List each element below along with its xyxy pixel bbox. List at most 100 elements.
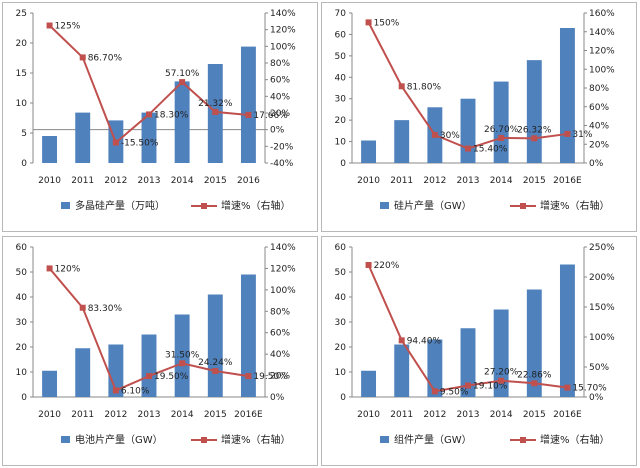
chart1-growth-point bbox=[531, 135, 538, 142]
chart3-growth-point bbox=[431, 388, 438, 395]
chart2-bar bbox=[207, 294, 223, 397]
chart3-bar bbox=[526, 289, 542, 397]
chart2-category-label: 2010 bbox=[38, 410, 61, 420]
chart2-category-label: 2015 bbox=[204, 410, 227, 420]
chart0-growth-point bbox=[179, 79, 186, 86]
chart2-left-tick-label: 30 bbox=[16, 318, 28, 328]
chart0-legend-bar-label: 多晶硅产量（万吨） bbox=[75, 199, 165, 212]
chart1-category-label: 2013 bbox=[457, 176, 480, 186]
chart2-growth-point bbox=[112, 387, 119, 394]
chart0-left-tick-label: 10 bbox=[16, 99, 28, 109]
chart3-bar bbox=[460, 328, 476, 397]
chart1-category-label: 2012 bbox=[423, 176, 446, 186]
chart1-growth-point bbox=[564, 130, 571, 137]
chart1-category-label: 2011 bbox=[390, 176, 413, 186]
chart0-growth-data-label: -15.50% bbox=[121, 139, 159, 149]
chart2-bar bbox=[174, 314, 190, 397]
chart2-bar bbox=[141, 334, 157, 397]
chart0-category-label: 2013 bbox=[138, 176, 161, 186]
chart0-right-tick-label: 20% bbox=[270, 109, 290, 119]
chart2-category-label: 2016E bbox=[234, 410, 263, 420]
chart0-left-tick-label: 5 bbox=[21, 129, 27, 139]
chart2-left-tick-label: 20 bbox=[16, 343, 28, 353]
chart1-right-tick-label: 140% bbox=[589, 28, 615, 38]
chart3-bar bbox=[559, 264, 575, 397]
chart2-growth-data-label: 6.10% bbox=[121, 386, 150, 396]
chart3-right-tick-label: 50% bbox=[589, 363, 609, 373]
chart1-growth-data-label: 81.80% bbox=[407, 82, 442, 92]
chart3-growth-data-label: 15.70% bbox=[572, 384, 607, 394]
chart1-growth-data-label: 150% bbox=[374, 18, 400, 28]
chart3-right-tick-label: 250% bbox=[589, 243, 615, 253]
chart0-legend-line-marker bbox=[201, 203, 207, 209]
chart0-category-label: 2014 bbox=[171, 176, 194, 186]
chart0-growth-point bbox=[46, 22, 53, 29]
chart0-right-tick-label: 120% bbox=[270, 26, 296, 36]
chart2-bar bbox=[240, 274, 256, 397]
chart1-growth-data-label: 26.32% bbox=[517, 125, 552, 135]
chart1-right-tick-label: 160% bbox=[589, 9, 615, 19]
chart1-growth-data-label: 31% bbox=[572, 130, 592, 140]
chart1-left-tick-label: 70 bbox=[335, 9, 347, 19]
chart1-category-label: 2014 bbox=[490, 176, 513, 186]
chart0-right-tick-label: 40% bbox=[270, 92, 290, 102]
chart3-growth-point bbox=[564, 384, 571, 391]
chart3-growth-point bbox=[365, 262, 372, 268]
chart3-growth-point bbox=[498, 377, 505, 384]
chart0-right-tick-label: 0% bbox=[270, 126, 285, 136]
chart1-right-tick-label: 120% bbox=[589, 47, 615, 57]
chart3-bar bbox=[394, 344, 410, 397]
chart3-category-label: 2015 bbox=[523, 410, 546, 420]
chart0-category-label: 2016 bbox=[237, 176, 260, 186]
chart0-bar bbox=[42, 136, 58, 163]
chart2-growth-data-label: 24.24% bbox=[198, 358, 233, 368]
chart0-growth-data-label: 21.32% bbox=[198, 99, 233, 109]
chart3-category-label: 2013 bbox=[457, 410, 480, 420]
chart0-right-tick-label: 100% bbox=[270, 42, 296, 52]
chart1-legend-bar-swatch bbox=[380, 202, 389, 209]
chart1-right-tick-label: 0% bbox=[589, 159, 604, 169]
chart3-legend-bar-swatch bbox=[380, 436, 389, 443]
chart2-growth-point bbox=[179, 360, 186, 367]
chart2-legend-bar-swatch bbox=[61, 436, 70, 443]
chart2-growth-data-label: 19.50% bbox=[154, 372, 189, 382]
chart2-right-tick-label: 0% bbox=[270, 393, 285, 403]
chart-svg-cell: 0 10 20 30 40 50 60 0% 20% 40% 60% 80% 100% 120% 140% 2… bbox=[16, 243, 297, 446]
chart2-left-tick-label: 10 bbox=[16, 368, 28, 378]
chart3-category-label: 2016E bbox=[553, 410, 582, 420]
chart1-right-tick-label: 80% bbox=[589, 84, 609, 94]
chart0-growth-data-label: 57.10% bbox=[165, 69, 200, 79]
chart2-right-tick-label: 140% bbox=[270, 243, 296, 253]
chart0-bar bbox=[75, 112, 91, 163]
chart3-bar bbox=[361, 370, 377, 397]
chart1-right-tick-label: 60% bbox=[589, 103, 609, 113]
chart2-growth-data-label: 31.50% bbox=[165, 350, 200, 360]
chart2-growth-data-label: 83.30% bbox=[88, 304, 123, 314]
chart2-growth-data-label: 19.50% bbox=[253, 372, 288, 382]
chart1-bar bbox=[526, 60, 542, 164]
chart3-right-tick-label: 100% bbox=[589, 333, 615, 343]
chart1-growth-point bbox=[365, 19, 372, 26]
chart3-category-label: 2011 bbox=[390, 410, 413, 420]
chart0-bar bbox=[141, 112, 157, 163]
chart2-growth-data-label: 120% bbox=[55, 264, 81, 274]
chart1-left-tick-label: 40 bbox=[335, 73, 347, 83]
chart3-growth-data-label: 27.20% bbox=[484, 368, 519, 378]
chart1-legend-bar-label: 硅片产量（GW） bbox=[394, 199, 472, 212]
chart-panel-cell: 0 10 20 30 40 50 60 0% 20% 40% 60% 80% 100% 120% 140% 2… bbox=[2, 236, 318, 466]
chart1-growth-point bbox=[398, 83, 405, 90]
chart2-category-label: 2012 bbox=[104, 410, 127, 420]
chart3-growth-point bbox=[465, 382, 471, 389]
chart2-growth-point bbox=[212, 368, 219, 375]
chart1-right-tick-label: 100% bbox=[589, 65, 615, 75]
chart1-right-tick-label: 40% bbox=[589, 122, 609, 132]
chart3-growth-point bbox=[398, 337, 405, 344]
chart3-legend-line-label: 增速%（右轴） bbox=[540, 433, 610, 446]
chart2-right-tick-label: 120% bbox=[270, 264, 296, 274]
chart1-bar bbox=[361, 140, 377, 163]
chart0-bar bbox=[240, 46, 256, 163]
chart1-bar bbox=[493, 81, 509, 163]
chart-panel-module: 0 10 20 30 40 50 60 0% 50% 100% 150% 200% 250% 2010 20… bbox=[321, 236, 637, 466]
chart2-bar bbox=[42, 370, 58, 397]
